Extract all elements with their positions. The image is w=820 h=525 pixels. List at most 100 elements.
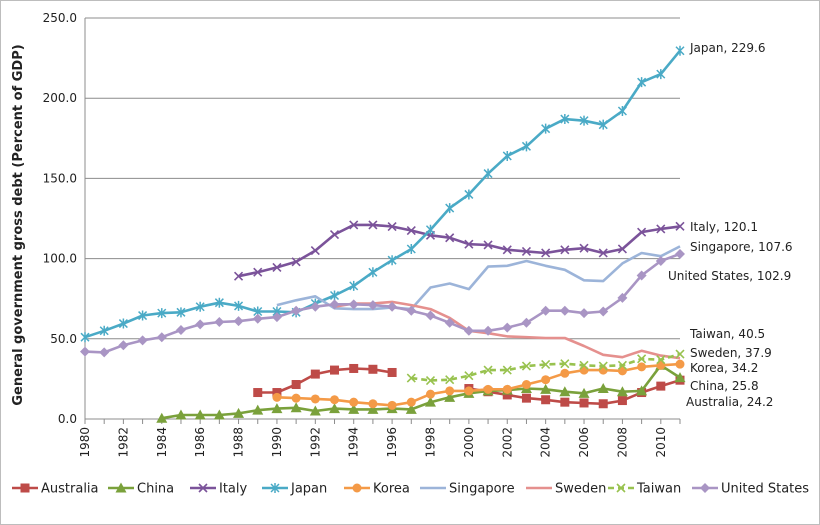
x-tick-label: 1986 [193,427,207,458]
data-point-australia [598,399,608,409]
data-point-united-states [387,301,398,312]
data-point-united-states [99,347,110,358]
data-point-italy [272,262,282,272]
x-tick-label: 1984 [155,427,169,458]
data-point-taiwan [656,355,666,365]
end-label-sweden: Sweden, 37.9 [690,346,772,360]
data-point-china [578,387,590,398]
data-point-united-states [367,300,378,311]
data-point-korea [637,362,647,372]
data-point-korea [464,386,474,396]
data-point-korea [272,392,282,402]
data-point-united-states [80,346,90,357]
data-point-united-states [463,325,474,336]
legend: Australia China Italy Japan Korea Singapore Sw… [12,482,809,497]
data-point-korea [349,397,359,407]
data-point-united-states [329,299,340,310]
data-point-china [271,403,283,414]
data-point-united-states [655,256,666,267]
data-point-taiwan [521,361,532,371]
legend-item-taiwan: Taiwan [608,482,681,497]
data-point-japan [157,308,167,319]
end-label-italy: Italy, 120.1 [690,220,758,234]
data-point-taiwan [598,361,608,371]
data-point-japan [579,115,589,126]
end-label-taiwan: Taiwan, 40.5 [689,327,765,341]
data-point-taiwan [464,371,474,381]
data-point-taiwan [425,375,436,386]
data-point-united-states [271,312,282,323]
data-point-italy [521,246,532,256]
data-point-united-states [137,335,148,346]
legend-item-singapore: Singapore [420,482,515,497]
data-point-japan [637,77,647,88]
data-point-china [540,383,552,394]
data-point-taiwan [541,359,551,370]
data-point-japan [675,45,685,56]
end-label-singapore: Singapore, 107.6 [690,240,793,254]
legend-marker [352,483,362,493]
data-point-australia [579,398,589,408]
data-point-china [194,409,206,420]
data-point-japan [118,318,128,329]
x-tick-label: 2010 [654,427,668,458]
data-point-japan [387,255,397,266]
data-point-china [348,403,360,414]
legend-marker [198,483,208,493]
data-point-china [252,404,264,415]
data-point-china [367,403,379,414]
data-point-korea [675,359,685,369]
data-point-united-states [675,248,685,259]
x-tick-label: 1988 [232,427,246,458]
data-point-china [559,386,571,397]
series-line-singapore [276,245,681,311]
data-point-japan [617,106,627,117]
data-point-italy [656,224,666,234]
data-point-taiwan [675,349,685,359]
data-point-united-states [118,340,129,351]
data-point-italy [253,267,263,277]
data-point-italy [310,246,320,256]
data-point-australia [253,388,263,398]
data-point-united-states [233,316,244,327]
data-point-china [636,385,648,396]
data-point-australia [387,367,397,377]
data-point-japan [560,114,570,125]
data-point-italy [368,220,378,230]
series-italy [233,220,685,281]
data-point-italy [579,243,589,253]
series-japan [80,45,685,343]
series-lines [80,45,686,423]
data-point-united-states [156,332,167,343]
legend-label: Sweden [555,482,606,497]
data-point-united-states [636,270,647,281]
x-tick-label: 2008 [615,427,629,458]
y-tick-label: 250.0 [43,11,77,25]
data-point-taiwan [445,375,455,385]
data-point-australia [656,381,666,391]
legend-label: Taiwan [636,482,681,497]
data-point-italy [291,257,301,267]
legend-marker [616,483,626,493]
data-point-korea [330,395,340,405]
data-point-italy [233,271,244,281]
end-label-china: China, 25.8 [690,379,759,393]
data-point-china [329,403,341,414]
data-point-united-states [406,305,417,316]
data-point-japan [214,297,224,308]
data-point-japan [464,189,474,200]
x-tick-label: 2004 [539,427,553,458]
data-point-japan [195,301,205,312]
data-point-australia [272,388,282,398]
data-point-taiwan [560,359,570,369]
data-point-korea [541,375,551,385]
data-point-china [597,383,609,394]
x-tick-label: 2000 [462,427,476,458]
data-point-australia [560,397,570,407]
data-point-italy [483,240,493,250]
legend-label: United States [721,482,809,497]
data-point-taiwan [617,360,627,370]
data-point-japan [425,224,436,235]
